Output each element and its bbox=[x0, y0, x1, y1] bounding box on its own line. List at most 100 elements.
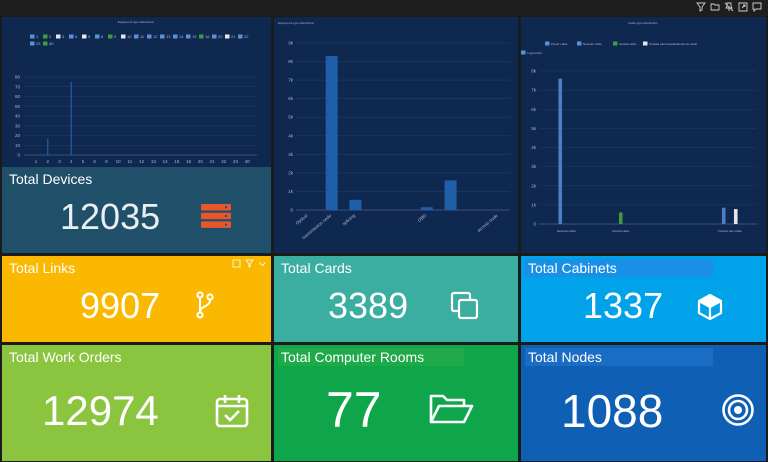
x-tick-label: 12 bbox=[139, 159, 145, 164]
tile-title: Total Nodes bbox=[525, 348, 713, 366]
y-tick-label: 5k bbox=[288, 115, 294, 120]
bar[interactable] bbox=[558, 78, 563, 225]
bar[interactable] bbox=[618, 212, 623, 224]
calendar-check-icon bbox=[214, 393, 250, 429]
equipment-distribution-chart[interactable]: Equipment type distribution 0 1k 2k 3k 4k 5k 6… bbox=[274, 17, 518, 253]
total-cabinets-tile[interactable]: Total Cabinets 1337 bbox=[521, 256, 766, 342]
legend-swatch bbox=[43, 41, 48, 46]
y-tick-label: 10 bbox=[15, 143, 21, 148]
device-type-chart[interactable]: Equipment type distribution 1 2 3 4 5 6 9 10 11 1… bbox=[2, 17, 271, 168]
x-tick-label: 3 bbox=[58, 159, 61, 164]
y-tick-label: 0 bbox=[290, 208, 293, 213]
x-tick-label: Optical bbox=[295, 213, 309, 226]
y-tick-label: 6k bbox=[288, 96, 294, 101]
x-tick-label: 16 bbox=[186, 159, 192, 164]
legend-swatch bbox=[238, 34, 243, 39]
chat-icon[interactable] bbox=[752, 2, 762, 12]
bar[interactable] bbox=[70, 81, 72, 155]
server-icon bbox=[201, 204, 231, 228]
x-tick-label: 22 bbox=[221, 159, 227, 164]
bar[interactable] bbox=[349, 199, 362, 210]
legend-swatch bbox=[121, 34, 126, 39]
legend-label: Network cable bbox=[583, 42, 602, 46]
y-tick-label: 0 bbox=[17, 153, 20, 158]
y-tick-label: 8k bbox=[531, 69, 537, 74]
copy-icon bbox=[450, 291, 480, 321]
legend-swatch bbox=[147, 34, 152, 39]
report-toolbar bbox=[0, 0, 768, 16]
total-links-tile[interactable]: Total Links 9907 bbox=[2, 256, 271, 342]
legend-swatch bbox=[225, 34, 230, 39]
total-computer-rooms-tile[interactable]: Total Computer Rooms 77 bbox=[274, 345, 518, 461]
x-tick-label: OBD bbox=[417, 212, 428, 223]
x-tick-label: 20 bbox=[198, 159, 204, 164]
expand-icon[interactable] bbox=[738, 2, 748, 12]
x-tick-label: 10 bbox=[116, 159, 122, 164]
legend-label: 13 bbox=[166, 34, 171, 39]
y-tick-label: 1k bbox=[531, 202, 537, 207]
more-options-icon[interactable] bbox=[258, 259, 267, 268]
pin-off-icon[interactable] bbox=[724, 2, 734, 12]
tile-title: Total Work Orders bbox=[9, 349, 122, 365]
legend-label: 5 bbox=[88, 34, 91, 39]
filter-icon[interactable] bbox=[696, 2, 706, 12]
x-tick-label: Optical cable bbox=[612, 229, 630, 233]
bar[interactable] bbox=[733, 209, 738, 224]
tile-value: 12035 bbox=[60, 196, 161, 237]
x-tick-label: 2 bbox=[46, 159, 49, 164]
legend-swatch bbox=[577, 41, 582, 46]
tile-value: 1337 bbox=[583, 285, 664, 326]
legend-label: 11 bbox=[140, 34, 145, 39]
legend-label: 22 bbox=[244, 34, 249, 39]
legend-label: 12 bbox=[153, 34, 158, 39]
y-tick-label: 4k bbox=[288, 133, 294, 138]
x-tick-label: 21 bbox=[210, 159, 216, 164]
legend-swatch bbox=[69, 34, 74, 39]
x-tick-label: Network cable bbox=[557, 229, 576, 233]
legend-swatch bbox=[212, 34, 217, 39]
total-nodes-tile[interactable]: Total Nodes 1088 bbox=[521, 345, 766, 461]
total-work-orders-tile[interactable]: Total Work Orders 12974 bbox=[2, 345, 271, 461]
legend-swatch bbox=[160, 34, 165, 39]
folder-open-icon[interactable] bbox=[710, 2, 720, 12]
legend-label: 1 bbox=[36, 34, 39, 39]
legend-label: 9 bbox=[114, 34, 117, 39]
cube-icon bbox=[696, 293, 724, 321]
total-cards-tile[interactable]: Total Cards 3389 bbox=[274, 256, 518, 342]
legend-label: 20 bbox=[218, 34, 223, 39]
total-devices-tile[interactable]: Total Devices 12035 bbox=[2, 167, 271, 253]
y-tick-label: 3k bbox=[531, 164, 537, 169]
legend-label: 15 bbox=[192, 34, 197, 39]
legend-swatch bbox=[545, 41, 550, 46]
filter-icon[interactable] bbox=[245, 259, 254, 268]
bar[interactable] bbox=[444, 180, 457, 210]
legend-label: 2 bbox=[49, 34, 52, 39]
legend-label: Optical cable bbox=[619, 42, 637, 46]
tile-value: 77 bbox=[326, 382, 382, 438]
legend-label: Twisted pair/coaxial/telephone cable bbox=[649, 42, 698, 46]
y-tick-label: 6k bbox=[531, 107, 537, 112]
legend-label: 23 bbox=[36, 41, 41, 46]
bar[interactable] bbox=[325, 55, 338, 210]
bar[interactable] bbox=[721, 207, 726, 224]
bar[interactable] bbox=[420, 207, 433, 210]
legend-swatch bbox=[173, 34, 178, 39]
y-tick-label: 0 bbox=[533, 222, 536, 227]
legend-label: 6 bbox=[101, 34, 104, 39]
x-tick-label: 13 bbox=[151, 159, 157, 164]
legend-label: Logical link bbox=[527, 51, 542, 55]
tile-value: 9907 bbox=[80, 285, 161, 326]
legend-swatch bbox=[186, 34, 191, 39]
legend-swatch bbox=[30, 34, 35, 39]
y-tick-label: 60 bbox=[15, 94, 21, 99]
x-tick-label: 40 bbox=[245, 159, 251, 164]
x-tick-label: 5 bbox=[82, 159, 85, 164]
tile-value: 3389 bbox=[328, 285, 409, 326]
target-icon bbox=[721, 393, 755, 427]
pin-icon[interactable] bbox=[232, 259, 241, 268]
cable-type-chart[interactable]: Cable type distribution Power cable Netwo… bbox=[521, 17, 766, 253]
tile-title: Total Devices bbox=[9, 171, 93, 187]
x-tick-label: 15 bbox=[174, 159, 180, 164]
bar[interactable] bbox=[47, 138, 49, 155]
